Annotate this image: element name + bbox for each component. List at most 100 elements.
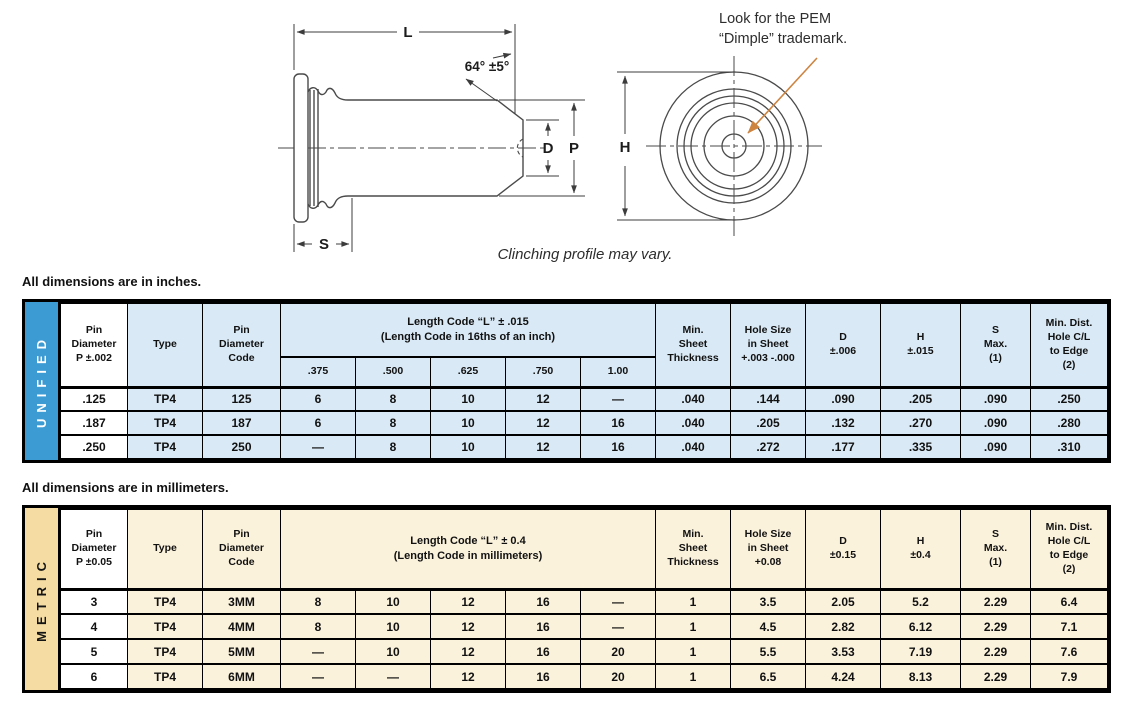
table-cell: 3MM	[202, 588, 281, 615]
flange-outline	[293, 73, 309, 223]
table-cell: .205	[880, 386, 961, 412]
table-cell: 12	[430, 588, 506, 615]
table-cell: TP4	[127, 386, 203, 412]
table-cell: .090	[960, 434, 1031, 460]
table-cell: TP4	[127, 410, 203, 436]
table-cell: 16	[505, 588, 581, 615]
technical-drawing-svg: L 64° ±5° D P H S	[278, 24, 822, 253]
table-cell: .144	[730, 386, 806, 412]
table-cell: 12	[505, 434, 581, 460]
table-cell: .040	[655, 410, 731, 436]
table-cell: 12	[430, 613, 506, 640]
table-cell: 4.24	[805, 663, 881, 690]
side-view	[278, 73, 548, 223]
dim-label-p: P	[569, 140, 579, 157]
metric-side-label-text: METRIC	[34, 556, 49, 642]
dimple-trademark-annotation: Look for the PEM “Dimple” trademark.	[719, 10, 889, 49]
table-cell: 187	[202, 410, 281, 436]
table-row: 3 TP4 3MM 8 10 12 16—1 3.5 2.05 5.2 2.29 6.4	[60, 588, 1108, 615]
table-cell: 12	[430, 663, 506, 690]
table-cell: —	[280, 434, 356, 460]
table-cell: 12	[505, 410, 581, 436]
table-cell: 1	[655, 588, 731, 615]
inches-note: All dimensions are in inches.	[22, 274, 202, 289]
annotation-line-1: Look for the PEM	[719, 11, 832, 27]
unified-subheader-row: .375 .500 .625 .750 1.00	[61, 356, 1108, 388]
table-cell: 2.05	[805, 588, 881, 615]
unified-table-body: .125 TP4 125 6 8 10 12— .040.144.090.205.090.25…	[60, 386, 1108, 460]
table-cell: 5.5	[730, 638, 806, 665]
table-cell: 12	[505, 386, 581, 412]
table-cell: .090	[960, 386, 1031, 412]
length-subcol-625: .625	[430, 356, 506, 388]
col-header-d: D ±.006	[805, 302, 881, 388]
table-cell: 10	[355, 638, 431, 665]
table-row: .187 TP4 187 6 8 10 12 16.040.205.132.270.090.2…	[60, 410, 1108, 436]
unified-table: Pin Diameter P ±.002 Type Pin Diameter C…	[60, 302, 1108, 460]
table-cell: 3.53	[805, 638, 881, 665]
dim-label-d: D	[543, 140, 554, 157]
table-cell: 6MM	[202, 663, 281, 690]
col-header-d: D ±0.15	[805, 508, 881, 590]
table-cell: 6	[280, 410, 356, 436]
dim-label-s: S	[319, 236, 329, 253]
col-header-hole-size: Hole Size in Sheet +0.08	[730, 508, 806, 590]
unified-header-row: Pin Diameter P ±.002 Type Pin Diameter C…	[60, 302, 1108, 388]
table-cell: 6.4	[1030, 588, 1108, 615]
table-cell: —	[355, 663, 431, 690]
table-cell: 7.6	[1030, 638, 1108, 665]
length-subcol-500: .500	[355, 356, 431, 388]
col-header-length-code: Length Code “L” ± .015 (Length Code in 1…	[280, 302, 656, 358]
dim-label-angle: 64° ±5°	[465, 59, 509, 74]
table-cell: 8	[280, 588, 356, 615]
col-header-s-max: S Max. (1)	[960, 508, 1031, 590]
table-cell: 12	[430, 638, 506, 665]
metric-side-label: METRIC	[25, 508, 60, 690]
dim-label-l: L	[403, 24, 412, 41]
table-cell: 1	[655, 613, 731, 640]
front-view-dimensions	[617, 57, 818, 221]
front-view	[646, 56, 822, 238]
table-cell: TP4	[127, 663, 203, 690]
table-cell: TP4	[127, 638, 203, 665]
col-header-pin-diameter-code: Pin Diameter Code	[202, 508, 281, 590]
table-cell: .280	[1030, 410, 1108, 436]
table-cell: 10	[355, 613, 431, 640]
table-cell: 16	[505, 613, 581, 640]
clinching-profile-caption: Clinching profile may vary.	[497, 246, 673, 263]
col-header-h: H ±.015	[880, 302, 961, 388]
table-cell: 10	[430, 434, 506, 460]
length-subcol-750: .750	[505, 356, 581, 388]
table-cell: 5MM	[202, 638, 281, 665]
table-cell: 16	[580, 434, 656, 460]
col-header-pin-diameter: Pin Diameter P ±.002	[60, 302, 128, 388]
technical-drawing-section: L 64° ±5° D P H S Look for the PEM “Dimp…	[0, 0, 1127, 272]
table-cell: .040	[655, 434, 731, 460]
table-cell: 16	[505, 663, 581, 690]
table-row: .125 TP4 125 6 8 10 12— .040.144.090.205.090.25…	[60, 386, 1108, 412]
col-header-length-code: Length Code “L” ± 0.4 (Length Code in mi…	[280, 508, 656, 590]
metric-table-container: METRIC Pin Diameter P ±0.05 Type Pin Dia…	[22, 505, 1111, 693]
col-header-h: H ±0.4	[880, 508, 961, 590]
table-row: 6 TP4 6MM — —12 16 20 1 6.5 4.24 8.13 2.29 7.9	[60, 663, 1108, 690]
col-header-min-dist: Min. Dist. Hole C/L to Edge (2)	[1030, 302, 1108, 388]
length-subcol-375: .375	[280, 356, 356, 388]
annotation-line-2: “Dimple” trademark.	[719, 30, 848, 47]
table-cell: 7.19	[880, 638, 961, 665]
table-cell: —	[580, 386, 656, 412]
table-cell: 6.12	[880, 613, 961, 640]
table-cell: 2.29	[960, 663, 1031, 690]
table-cell: .187	[60, 410, 128, 436]
table-cell: 10	[430, 410, 506, 436]
table-cell: 16	[505, 638, 581, 665]
col-header-pin-diameter: Pin Diameter P ±0.05	[60, 508, 128, 590]
table-cell: 4	[60, 613, 128, 640]
angle-leader-line	[465, 78, 498, 102]
table-row: .250 TP4 250—8 10 12 16.040.272.177.335.090.3…	[60, 434, 1108, 460]
table-cell: 2.29	[960, 613, 1031, 640]
table-cell: 3.5	[730, 588, 806, 615]
table-cell: —	[580, 613, 656, 640]
table-cell: 8	[280, 613, 356, 640]
metric-table-body: 3 TP4 3MM 8 10 12 16—1 3.5 2.05 5.2 2.29 6.4 4 TP4 4MM…	[60, 588, 1108, 690]
col-header-type: Type	[127, 302, 203, 388]
